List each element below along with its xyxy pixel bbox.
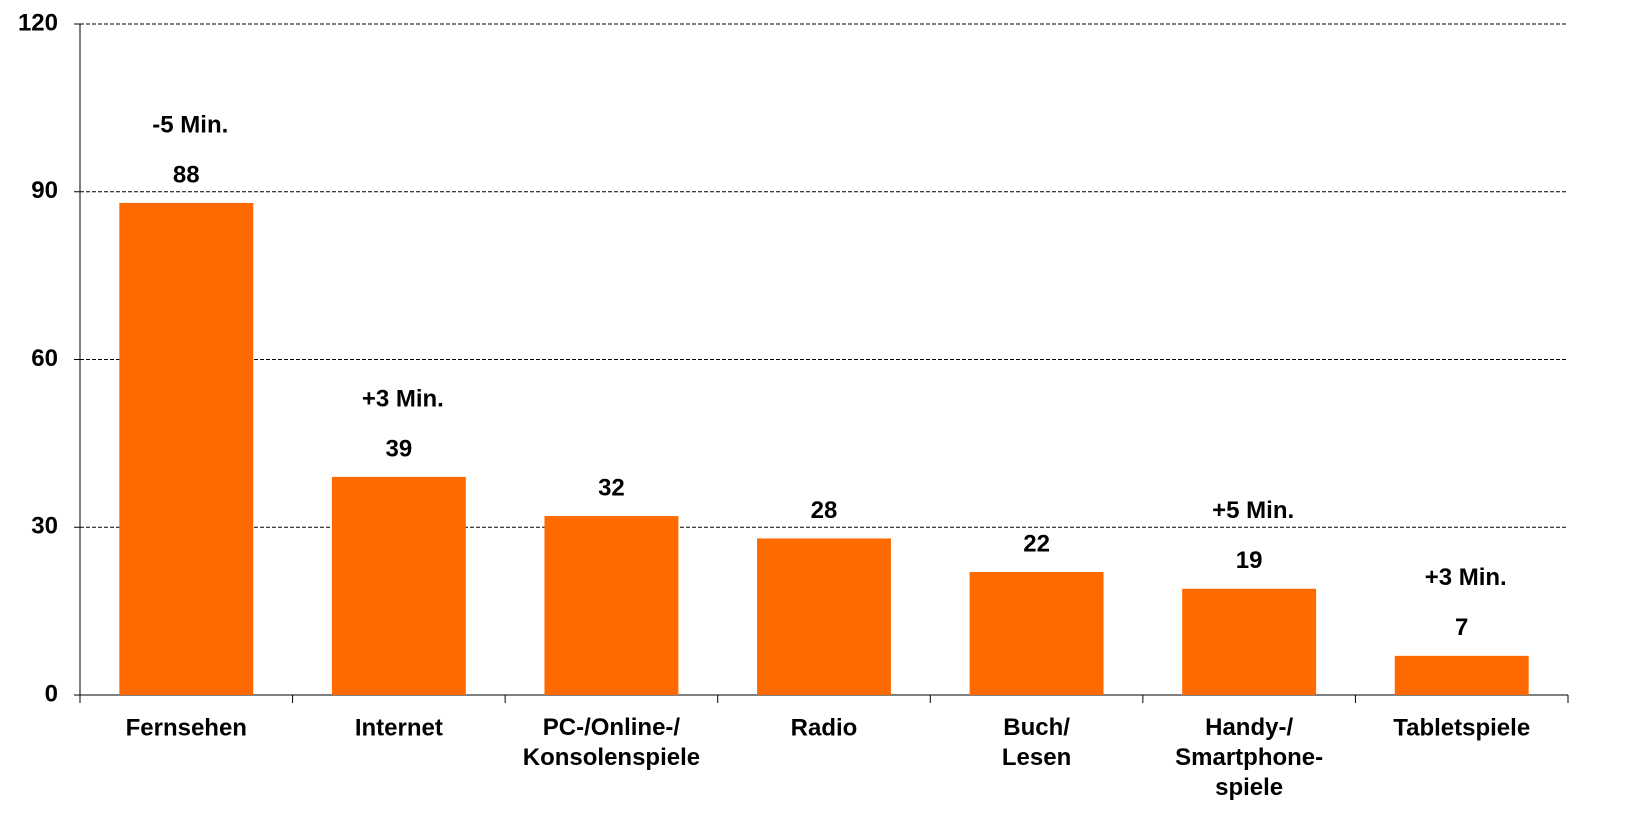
annotation: -5 Min. xyxy=(152,111,228,138)
bar xyxy=(544,516,679,695)
x-tick-label: Buch/Lesen xyxy=(1002,714,1071,771)
y-tick-label: 0 xyxy=(45,680,58,707)
x-tick-label: Handy-/Smartphone-spiele xyxy=(1175,714,1323,801)
x-tick-label: Radio xyxy=(791,714,858,741)
y-tick-label: 90 xyxy=(31,177,58,204)
bar xyxy=(757,538,891,695)
bar xyxy=(1394,655,1529,695)
value-label: 39 xyxy=(386,435,413,462)
x-tick-label: Tabletspiele xyxy=(1393,714,1530,741)
value-label: 32 xyxy=(598,474,625,501)
annotation: +3 Min. xyxy=(1425,564,1507,591)
y-tick-label: 120 xyxy=(18,9,58,36)
bar xyxy=(969,571,1104,695)
x-tick-label: PC-/Online-/Konsolenspiele xyxy=(523,714,700,771)
y-tick-label: 60 xyxy=(31,345,58,372)
value-label: 7 xyxy=(1455,614,1468,641)
value-label: 22 xyxy=(1023,530,1050,557)
bar xyxy=(119,202,254,695)
x-tick-label: Fernsehen xyxy=(126,714,247,741)
value-label: 19 xyxy=(1236,547,1263,574)
value-label: 28 xyxy=(811,497,838,524)
bar xyxy=(331,476,466,695)
annotation: +5 Min. xyxy=(1212,497,1294,524)
value-label: 88 xyxy=(173,161,200,188)
bar xyxy=(1182,588,1317,695)
x-tick-label: Internet xyxy=(355,714,443,741)
y-tick-label: 30 xyxy=(31,513,58,540)
annotation: +3 Min. xyxy=(362,385,444,412)
